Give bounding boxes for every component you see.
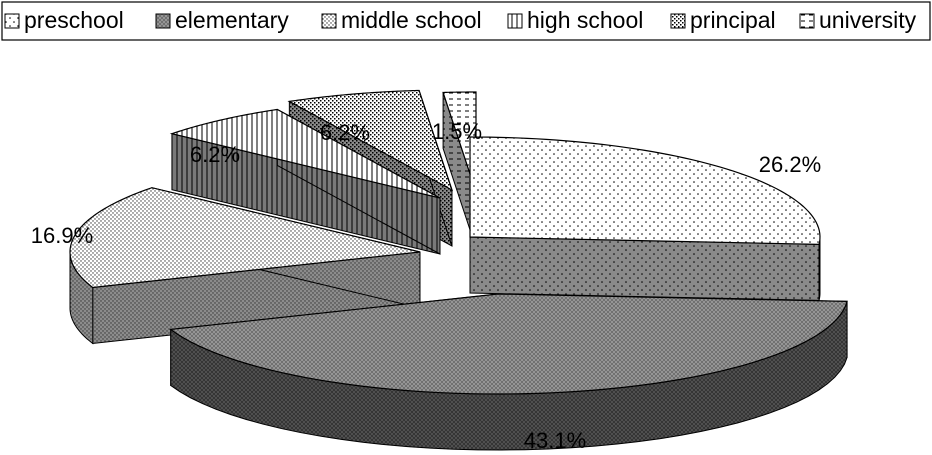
slice-top-middle-school	[69, 187, 421, 289]
pie-slices	[69, 89, 848, 451]
data-label-university: 1.5%	[432, 119, 482, 144]
legend-swatch-middle-school	[321, 13, 337, 29]
slice-preschool	[469, 136, 821, 301]
legend-label-university: university	[819, 7, 917, 33]
legend-swatch-principal	[670, 13, 686, 29]
slice-top-principal	[287, 89, 454, 192]
legend-label-preschool: preschool	[24, 7, 124, 33]
legend-label-high-school: high school	[527, 7, 643, 33]
data-label-preschool: 26.2%	[759, 152, 821, 177]
legend-swatch-high-school	[507, 13, 523, 29]
legend-label-principal: principal	[690, 7, 776, 33]
legend: preschool elementary middle school high sch…	[1, 1, 931, 41]
slice-top-university	[442, 91, 477, 193]
slice-side-preschool-1	[469, 236, 820, 301]
slice-top-preschool	[469, 136, 821, 245]
legend-swatch-preschool	[4, 13, 20, 29]
data-label-middle-school: 16.9%	[31, 223, 93, 248]
data-label-principal: 6.2%	[320, 120, 370, 145]
data-labels: 26.2% 43.1% 16.9% 6.2% 6.2% 1.5%	[31, 119, 821, 453]
legend-swatch-elementary	[155, 13, 171, 29]
legend-label-elementary: elementary	[175, 7, 289, 33]
slice-high-school	[169, 108, 441, 255]
slice-elementary	[169, 293, 848, 451]
slice-middle-school	[69, 187, 421, 345]
slice-rim-preschool-0	[818, 236, 821, 301]
slice-top-elementary	[169, 293, 848, 395]
data-label-elementary: 43.1%	[524, 428, 586, 453]
slice-top-high-school	[169, 108, 441, 199]
legend-swatch-university	[799, 13, 815, 29]
data-label-high-school: 6.2%	[190, 142, 240, 167]
legend-label-middle-school: middle school	[341, 7, 482, 33]
